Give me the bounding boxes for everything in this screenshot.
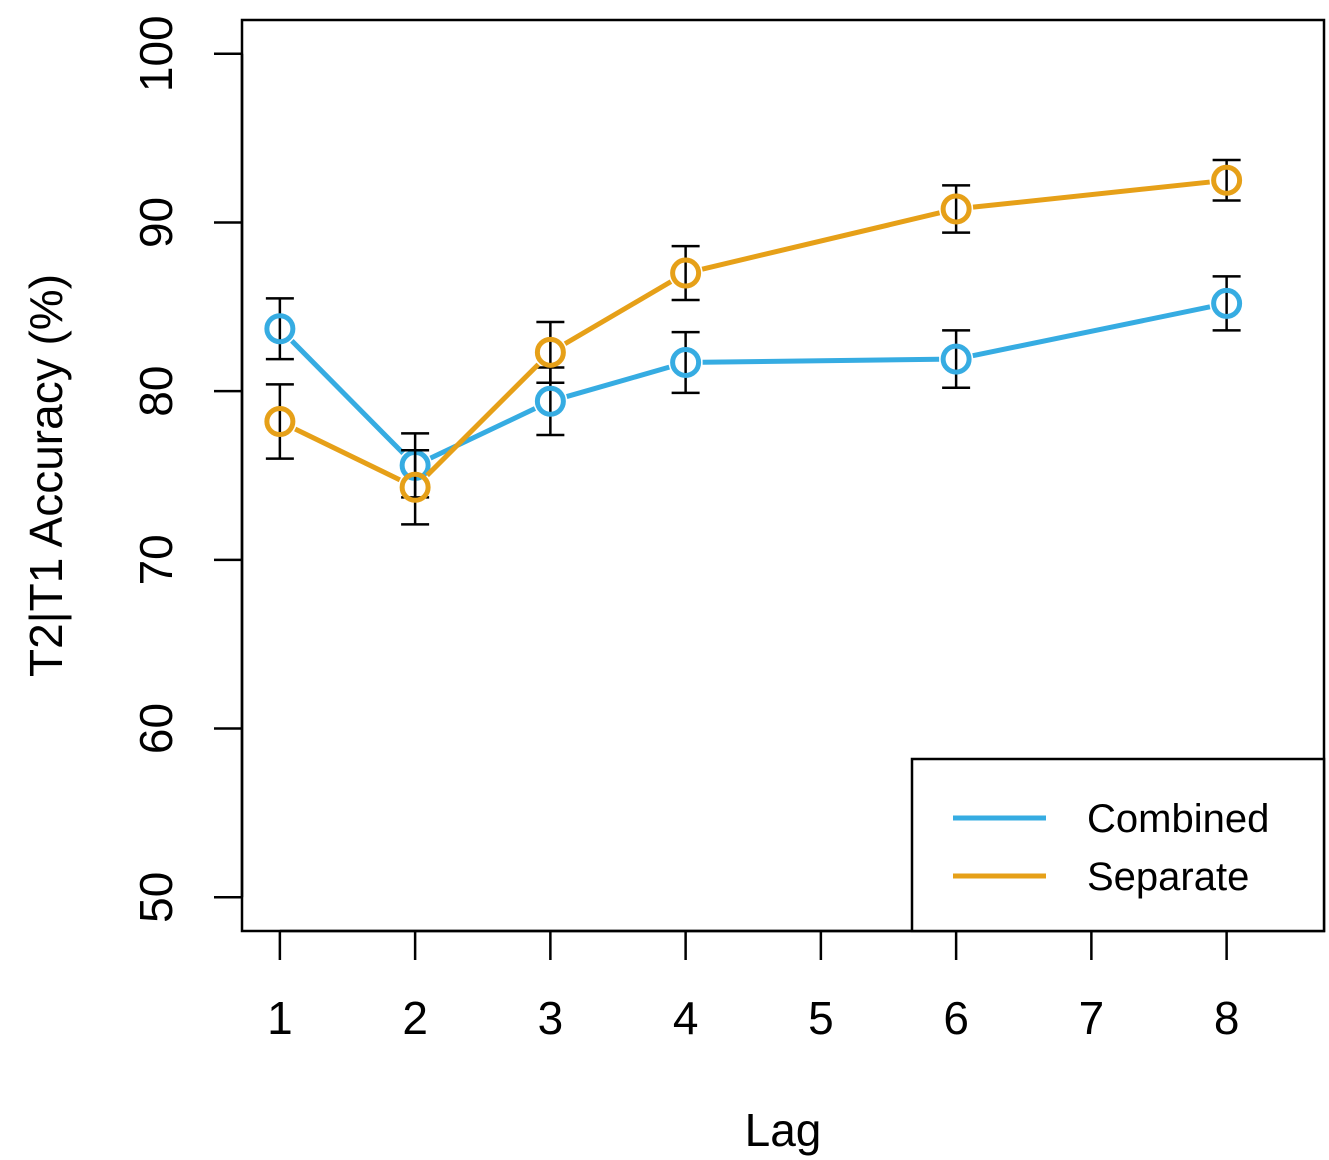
legend-label-combined: Combined bbox=[1087, 797, 1269, 841]
data-point-combined-lag-1 bbox=[264, 313, 296, 345]
error-bar bbox=[265, 383, 294, 460]
x-tick-label-5: 5 bbox=[808, 992, 834, 1044]
data-point-separate-lag-4 bbox=[670, 257, 702, 289]
legend-box bbox=[910, 757, 1326, 933]
y-tick-label-100: 100 bbox=[130, 15, 182, 92]
y-axis: 50 60 70 80 90 100 bbox=[130, 15, 244, 923]
x-tick-label-1: 1 bbox=[267, 992, 293, 1044]
y-tick-label-50: 50 bbox=[130, 872, 182, 923]
error-bar bbox=[265, 297, 294, 361]
data-point-combined-lag-4 bbox=[670, 346, 702, 378]
error-bar bbox=[671, 330, 700, 395]
error-bar bbox=[401, 448, 430, 526]
data-point-separate-lag-2 bbox=[399, 471, 431, 503]
series-line-segment bbox=[429, 406, 537, 461]
data-point-separate-lag-1 bbox=[264, 406, 296, 438]
data-point-separate-lag-6 bbox=[940, 193, 972, 225]
series-line-segment bbox=[972, 179, 1210, 210]
series-layer bbox=[264, 158, 1243, 526]
x-tick-label-6: 6 bbox=[943, 992, 969, 1044]
data-point-separate-lag-3 bbox=[534, 336, 566, 368]
data-point-combined-lag-8 bbox=[1211, 287, 1243, 319]
error-bar bbox=[671, 244, 700, 302]
series-line-segment bbox=[566, 364, 670, 399]
series-separate bbox=[264, 158, 1243, 526]
error-bar bbox=[536, 320, 565, 384]
x-axis-title: Lag bbox=[745, 1104, 822, 1156]
legend-label-separate: Separate bbox=[1087, 855, 1249, 899]
data-point-separate-lag-8 bbox=[1211, 164, 1243, 196]
x-tick-label-7: 7 bbox=[1079, 992, 1105, 1044]
error-bar bbox=[942, 184, 971, 234]
series-line-segment bbox=[972, 304, 1211, 359]
x-axis: 1 2 3 4 5 6 7 8 bbox=[267, 929, 1240, 1044]
series-combined bbox=[264, 275, 1243, 499]
y-tick-label-70: 70 bbox=[130, 534, 182, 585]
series-line-segment bbox=[702, 356, 940, 365]
x-tick-label-3: 3 bbox=[538, 992, 564, 1044]
data-point-combined-lag-3 bbox=[534, 385, 566, 417]
series-line-segment bbox=[425, 362, 541, 478]
series-line-segment bbox=[294, 426, 401, 483]
x-tick-label-8: 8 bbox=[1214, 992, 1240, 1044]
y-axis-title: T2|T1 Accuracy (%) bbox=[20, 274, 72, 677]
y-tick-label-90: 90 bbox=[130, 197, 182, 248]
y-tick-label-80: 80 bbox=[130, 366, 182, 417]
legend: Combined Separate bbox=[910, 757, 1326, 933]
series-line-segment bbox=[701, 210, 941, 272]
y-tick-label-60: 60 bbox=[130, 703, 182, 754]
data-point-combined-lag-6 bbox=[940, 343, 972, 375]
series-line-segment bbox=[290, 339, 405, 456]
error-bar bbox=[942, 329, 971, 390]
series-line-segment bbox=[563, 279, 673, 346]
x-tick-label-4: 4 bbox=[673, 992, 699, 1044]
x-tick-label-2: 2 bbox=[402, 992, 428, 1044]
error-bar bbox=[1212, 275, 1241, 332]
